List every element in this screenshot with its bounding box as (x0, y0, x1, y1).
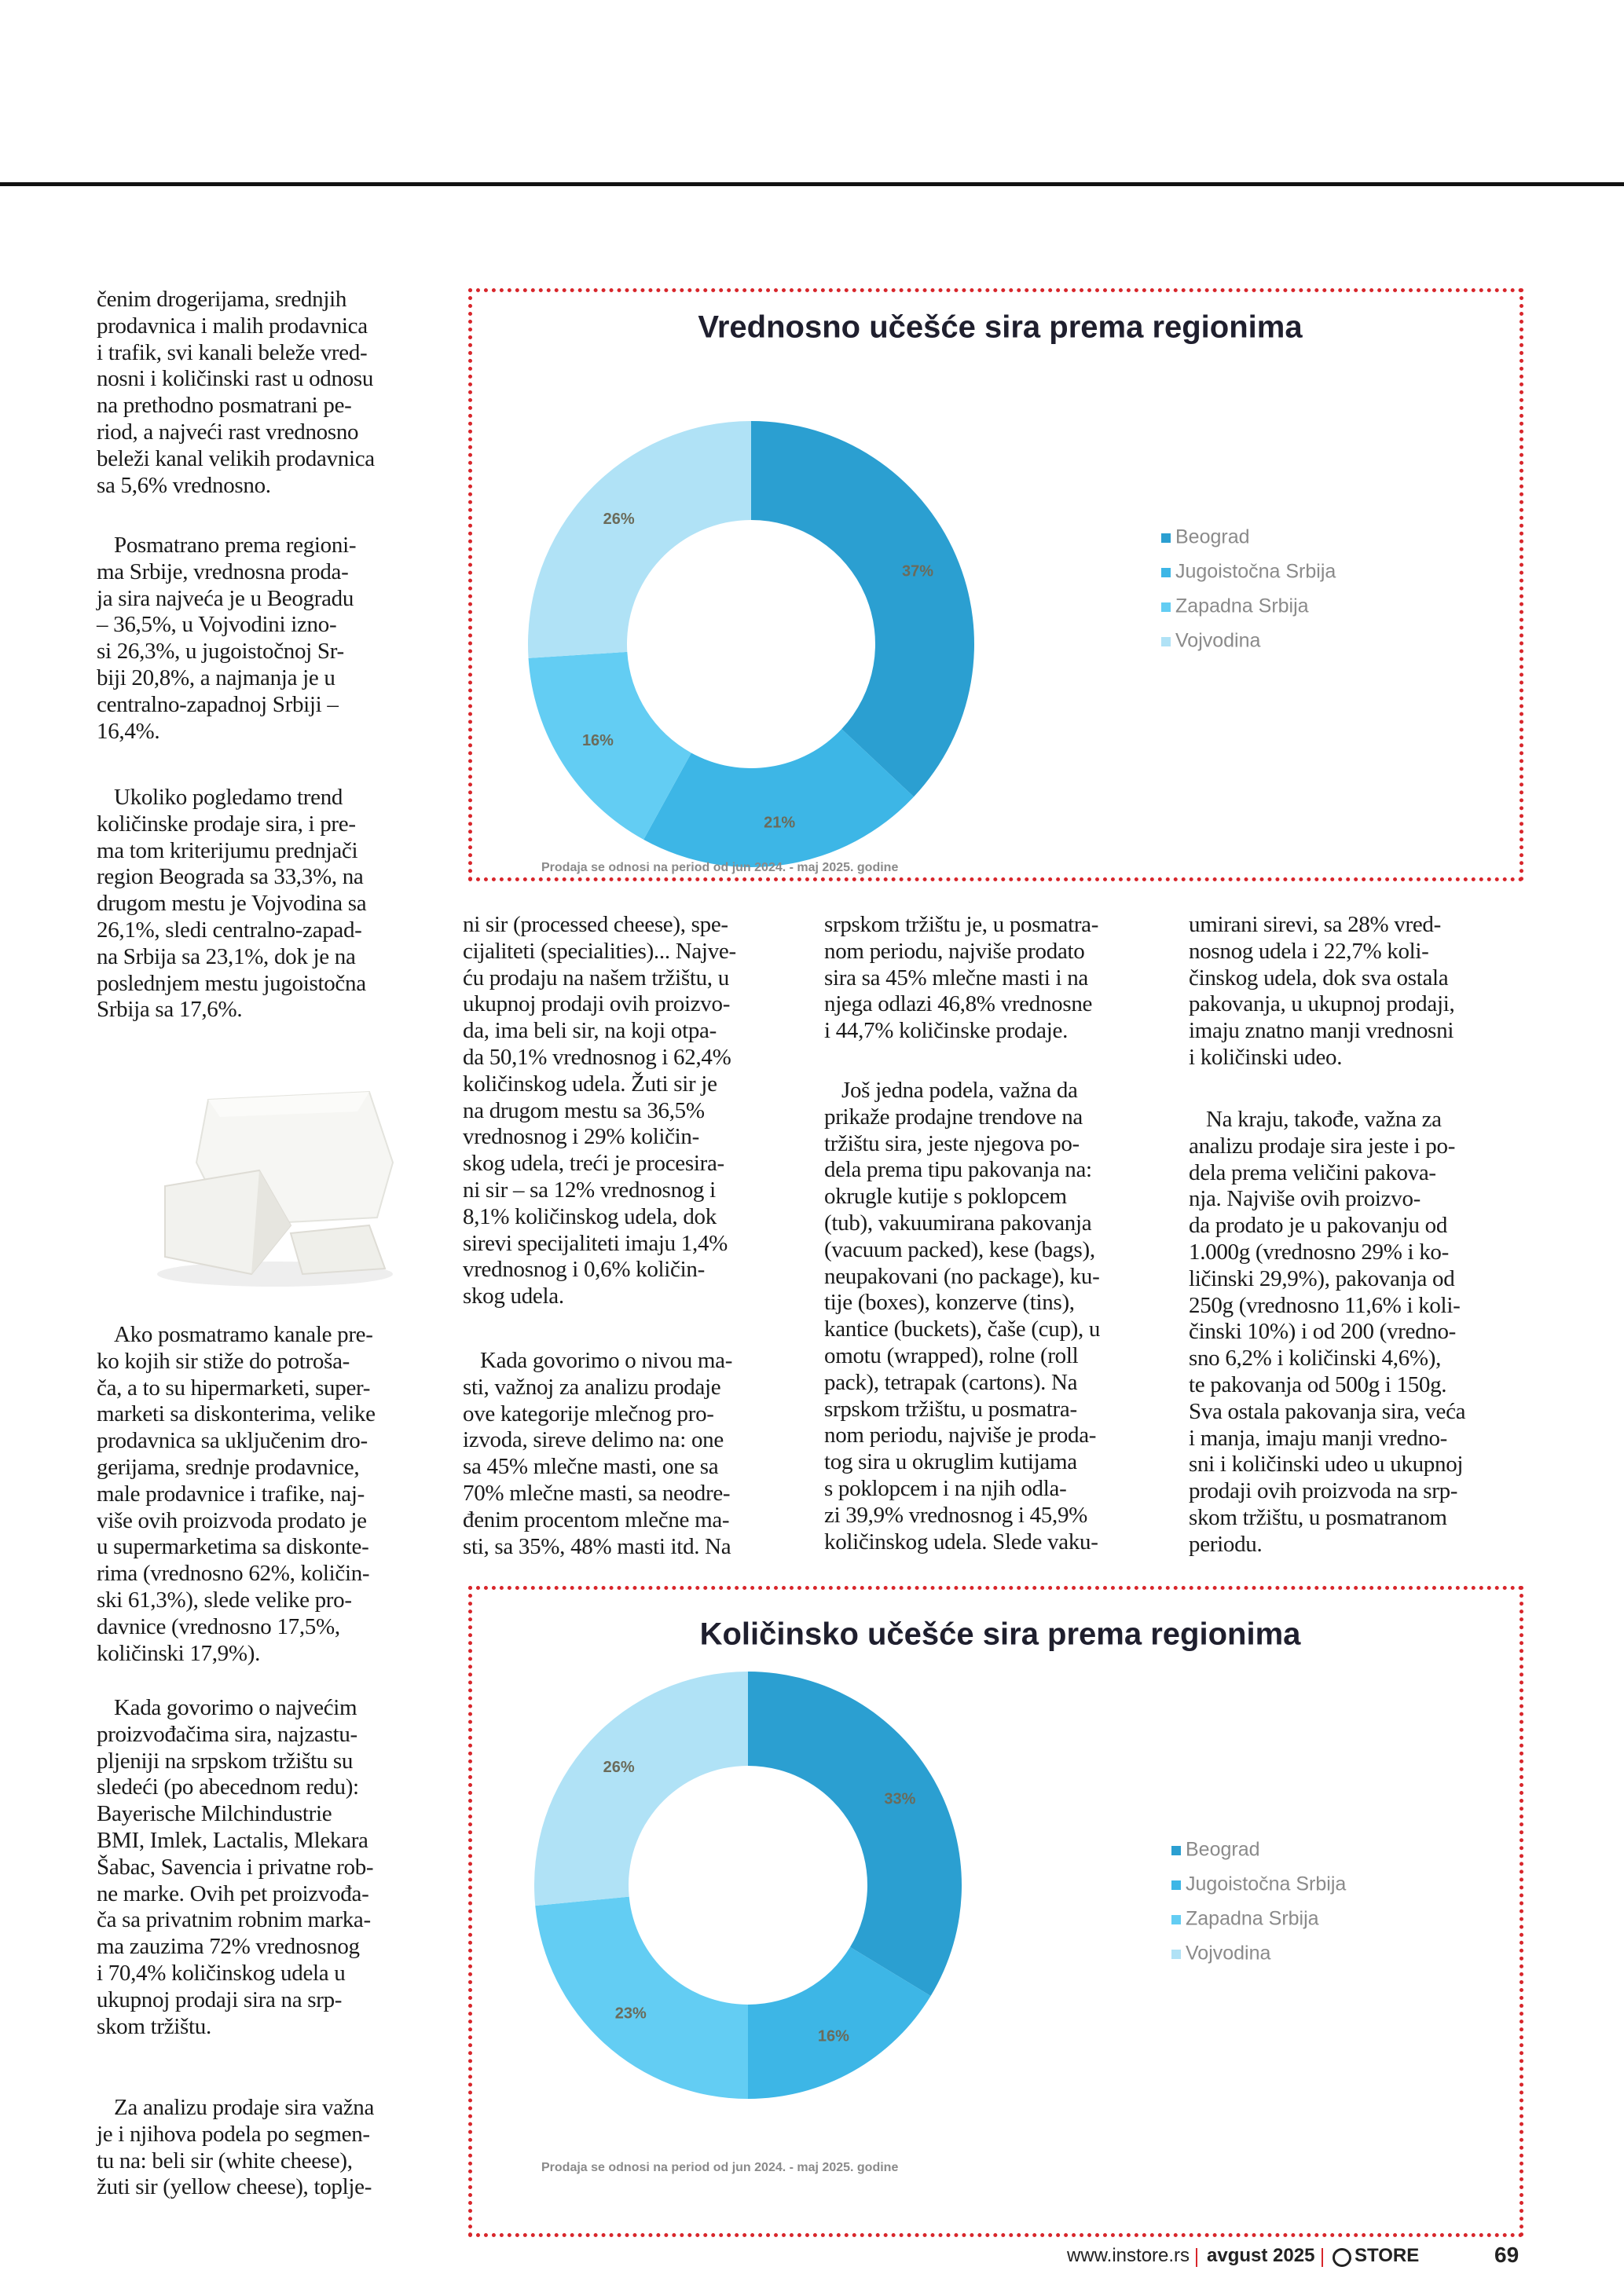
paragraph: ni sir (processed cheese), spe- cijalite… (463, 912, 736, 1309)
legend-swatch (1161, 568, 1171, 577)
chart-panel: Količinsko učešće sira prema regionima 33… (468, 1586, 1523, 2237)
legend-swatch (1161, 602, 1171, 612)
legend-label: Jugoistočna Srbija (1186, 1873, 1346, 1895)
data-label: 23% (615, 2005, 647, 2023)
paragraph: Za analizu prodaje sira važna je i njiho… (97, 2095, 375, 2200)
data-label: 33% (884, 1790, 915, 1807)
legend-swatch (1161, 637, 1171, 646)
separator (1196, 2248, 1197, 2267)
data-label: 37% (902, 563, 933, 580)
legend-label: Zapadna Srbija (1186, 1908, 1319, 1930)
chart-note: Prodaja se odnosi na period od jun 2024.… (541, 861, 898, 874)
data-label: 16% (582, 732, 614, 749)
legend-swatch (1171, 1880, 1181, 1890)
legend-label: Beograd (1175, 526, 1250, 548)
top-rule (0, 182, 1624, 186)
donut-segment (528, 421, 751, 658)
legend-swatch (1171, 1846, 1181, 1855)
paragraph: umirani sirevi, sa 28% vred- nosnog udel… (1189, 912, 1455, 1070)
legend-label: Jugoistočna Srbija (1175, 561, 1336, 583)
legend-label: Beograd (1186, 1839, 1260, 1861)
donut-segment (748, 1946, 931, 2099)
footer-issue: avgust 2025 (1207, 2245, 1315, 2266)
legend-swatch (1171, 1950, 1181, 1959)
donut-segment (528, 651, 691, 840)
data-label: 26% (603, 1759, 635, 1776)
data-label: 26% (603, 511, 635, 528)
legend-label: Vojvodina (1186, 1943, 1271, 1965)
chart-title: Količinsko učešće sira prema regionima (700, 1617, 1302, 1652)
paragraph: čenim drogerijama, srednjih prodavnica i… (97, 287, 375, 498)
donut-segment (535, 1896, 748, 2099)
donut-segment (643, 729, 915, 867)
paragraph: Još jedna podela, važna da prikaže proda… (824, 1078, 1101, 1554)
separator (1322, 2248, 1323, 2267)
legend-swatch (1171, 1915, 1181, 1924)
data-label: 21% (764, 814, 795, 831)
legend-label: Vojvodina (1175, 630, 1261, 652)
paragraph: srpskom tržištu je, u posmatra- nom peri… (824, 912, 1099, 1044)
chart: Količinsko učešće sira prema regionima 33… (534, 1617, 1346, 2174)
donut-segment (751, 421, 974, 797)
data-label: 16% (818, 2028, 849, 2045)
donut-segment (748, 1672, 962, 1997)
chart-title: Vrednosno učešće sira prema regionima (698, 310, 1303, 345)
chart-panel: Vrednosno učešće sira prema regionima 37%… (468, 288, 1523, 881)
paragraph: Ako posmatramo kanale pre- ko kojih sir … (97, 1322, 376, 1666)
logo-icon (1333, 2248, 1351, 2267)
paragraph: Kada govorimo o najvećim proizvođačima s… (97, 1695, 374, 2039)
footer-site: www.instore.rs (1067, 2245, 1190, 2266)
donut-segment (534, 1672, 748, 1906)
chart: Vrednosno učešće sira prema regionima 37%… (528, 310, 1336, 874)
paragraph: Na kraju, takođe, važna za analizu proda… (1189, 1107, 1466, 1557)
legend-swatch (1161, 533, 1171, 543)
footer-brand: STORE (1355, 2245, 1420, 2266)
legend-label: Zapadna Srbija (1175, 595, 1309, 617)
paragraph: Posmatrano prema regioni- ma Srbije, vre… (97, 533, 357, 744)
page-number: 69 (1494, 2243, 1520, 2267)
paragraph: Ukoliko pogledamo trend količinske proda… (97, 785, 367, 1023)
paragraph: Kada govorimo o nivou ma- sti, važnoj za… (463, 1348, 733, 1559)
chart-note: Prodaja se odnosi na period od jun 2024.… (541, 2161, 898, 2174)
cheese-image (157, 1090, 394, 1287)
